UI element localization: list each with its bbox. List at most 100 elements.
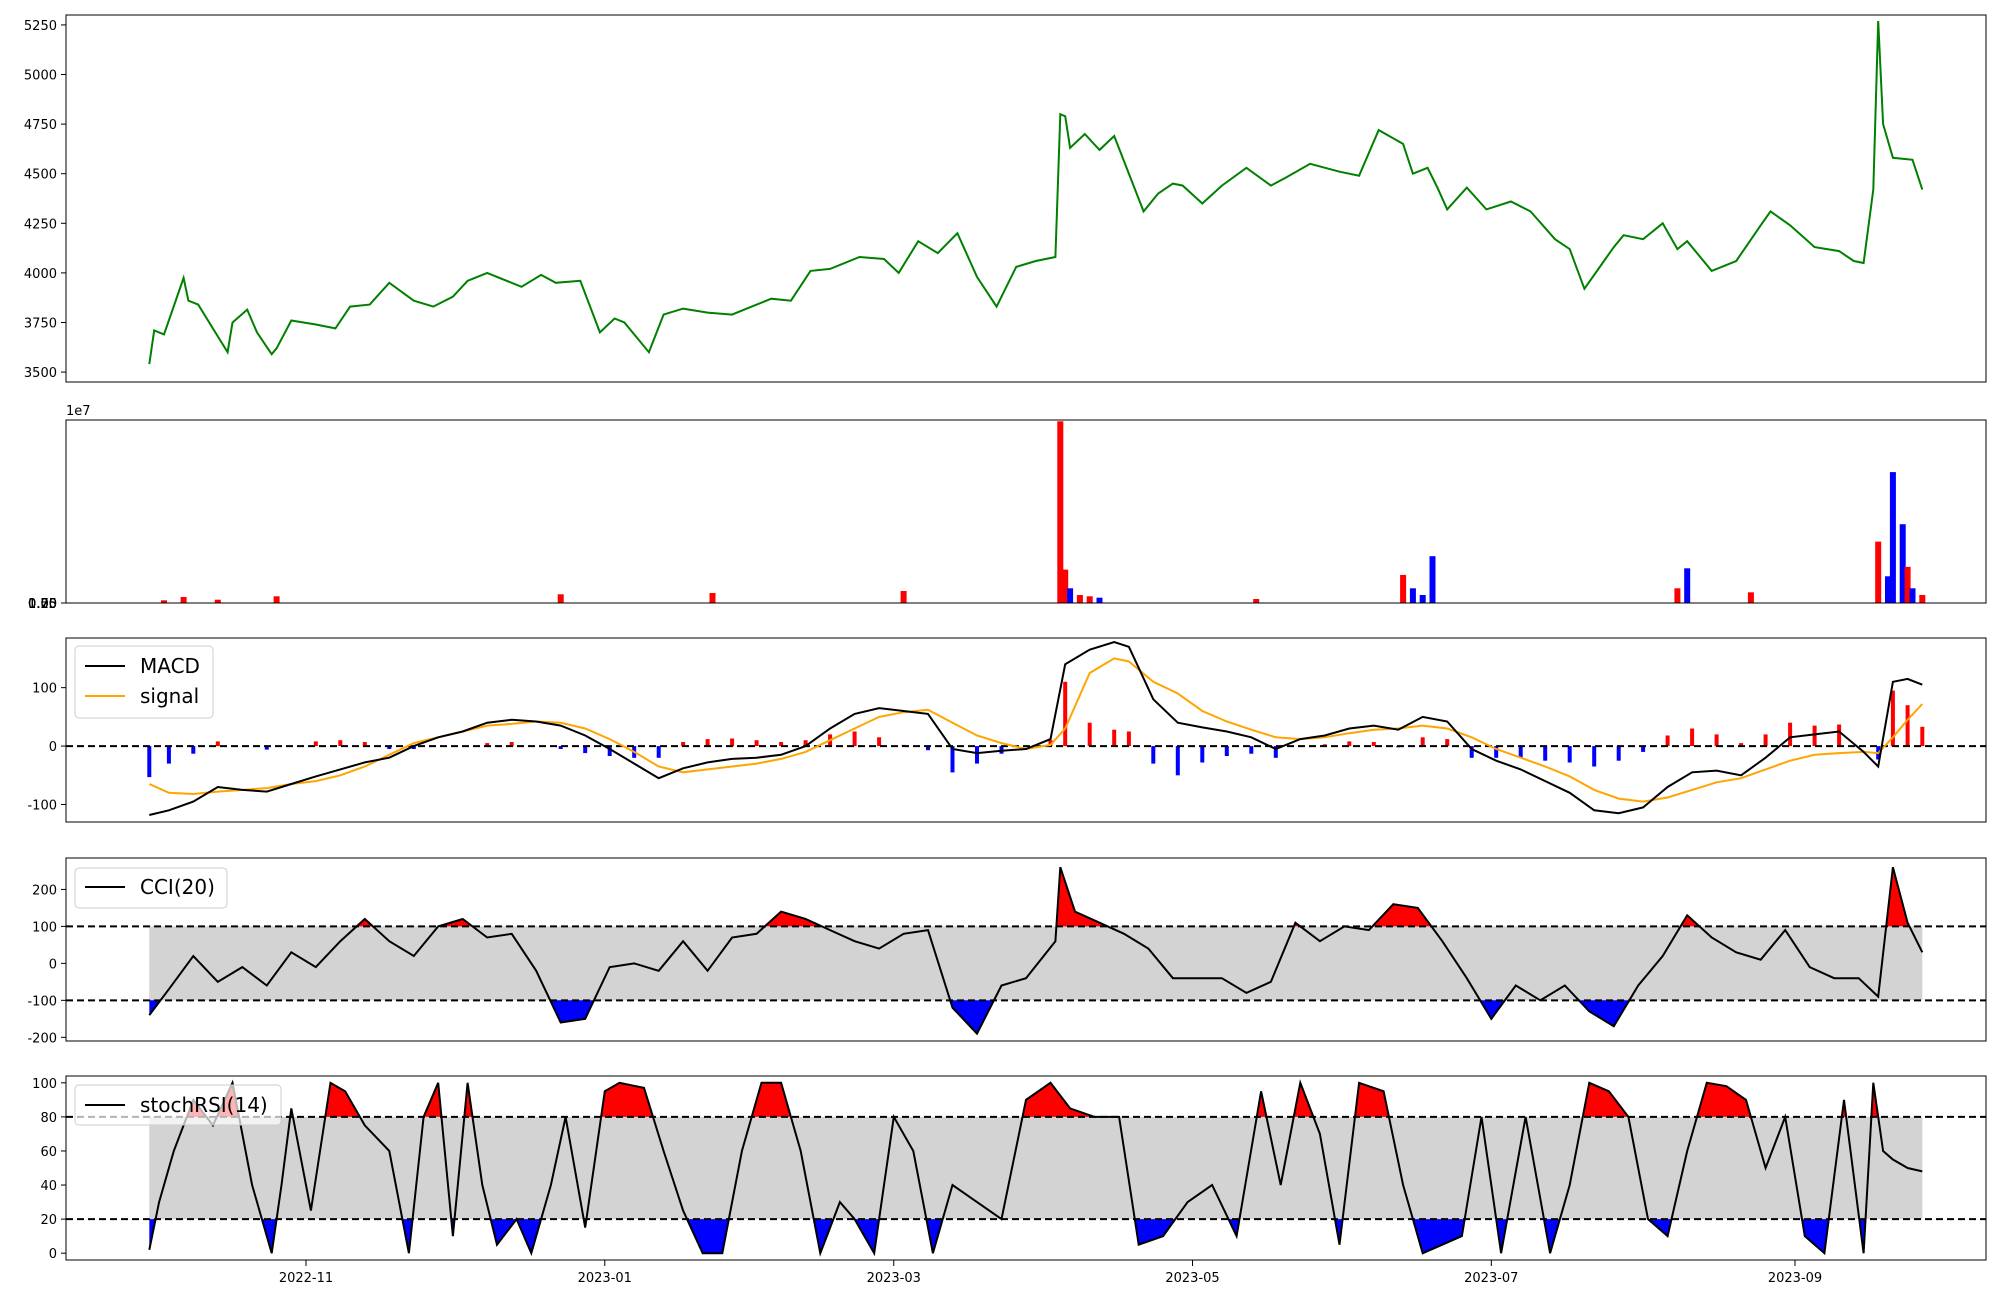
cci-panel: -200 -100 0 100 200 CCI(20) <box>27 857 1987 1046</box>
cci-frame <box>65 857 1987 1042</box>
volume-bar <box>273 596 280 603</box>
cci-y-tick-label: -100 <box>27 994 57 1009</box>
macd-line <box>149 641 1923 816</box>
cci-overbought-fill <box>764 911 822 927</box>
macd-histogram-bar <box>338 740 343 746</box>
cci-y-tick-label: 0 <box>49 957 57 972</box>
stochrsi-y-tick-label: 80 <box>40 1111 57 1126</box>
price-y-tick-label: 5250 <box>24 19 57 34</box>
macd-histogram-bar <box>681 742 686 747</box>
macd-histogram-bar <box>485 743 490 746</box>
volume-bar <box>1076 595 1083 603</box>
price-y-tick-label: 4000 <box>24 267 57 282</box>
macd-histogram-bar <box>191 746 196 754</box>
volume-bar <box>1062 569 1069 603</box>
volume-y-tick-label: 1.25 <box>28 597 57 612</box>
x-tick-label: 2023-03 <box>867 1271 921 1286</box>
volume-bar <box>1086 596 1093 603</box>
stochrsi-y-tick-label: 20 <box>40 1213 57 1228</box>
volume-y-tick-label: 0.75 <box>28 597 57 612</box>
stochrsi-y-axis: 0 20 40 60 80 100 <box>32 1077 66 1262</box>
macd-histogram-bar <box>1567 746 1572 763</box>
macd-histogram-bar <box>705 739 710 747</box>
macd-histogram-bar <box>1063 681 1068 747</box>
macd-histogram-bar <box>1920 726 1925 747</box>
stochrsi-neutral-band <box>149 1116 1923 1220</box>
macd-y-axis: -100 0 100 <box>27 682 66 813</box>
macd-histogram-bar <box>1739 743 1744 746</box>
cci-legend: CCI(20) <box>74 867 228 909</box>
volume-bar <box>1400 574 1407 603</box>
macd-histogram-bar <box>1175 746 1180 776</box>
macd-histogram-bar <box>730 738 735 747</box>
price-y-axis: 3500 3750 4000 4250 4500 4750 5000 5250 <box>24 19 66 381</box>
volume-y-tick-label: 0.25 <box>28 597 57 612</box>
macd-histogram-bar <box>1812 725 1817 746</box>
stochrsi-overbought-fill <box>1697 1082 1751 1117</box>
cci-overbought-fill <box>356 919 373 927</box>
volume-bar <box>180 597 187 603</box>
volume-bar <box>557 594 564 603</box>
volume-bar <box>161 600 167 603</box>
volume-bar <box>1875 541 1882 603</box>
volume-y-tick-label: 1.00 <box>28 597 57 612</box>
cci-y-tick-label: 100 <box>32 920 57 935</box>
x-tick-label: 2022-11 <box>279 1271 333 1286</box>
stochrsi-overbought-fill <box>751 1082 791 1117</box>
macd-histogram-bar <box>779 742 784 747</box>
cci-oversold-fill <box>950 1000 994 1034</box>
cci-overbought-fill <box>1372 904 1432 927</box>
volume-bar <box>1899 524 1906 603</box>
price-y-tick-label: 4500 <box>24 168 57 183</box>
macd-histogram-bar <box>313 741 318 747</box>
x-tick-label: 2023-05 <box>1165 1271 1219 1286</box>
volume-panel: 0.000.250.500.751.001.25 1e7 <box>28 404 1987 612</box>
macd-histogram-bar <box>362 742 367 747</box>
macd-histogram-bar <box>583 746 588 754</box>
stochrsi-oversold-fill <box>926 1219 943 1254</box>
macd-histogram-bar <box>975 746 979 764</box>
volume-bar <box>214 599 221 603</box>
x-tick-label: 2023-01 <box>578 1271 632 1286</box>
cci-oversold-fill <box>1480 1000 1505 1019</box>
price-frame <box>65 14 1987 383</box>
volume-y-axis: 0.000.250.500.751.001.25 <box>28 597 66 612</box>
cci-legend-box <box>74 867 228 909</box>
macd-histogram-bar <box>852 731 857 747</box>
macd-histogram-bar <box>147 746 152 778</box>
macd-histogram-bar <box>264 746 269 750</box>
stochrsi-line <box>148 1079 1923 1257</box>
macd-histogram-bar <box>1665 735 1670 746</box>
volume-frame <box>65 419 1987 604</box>
volume-bar <box>1684 568 1691 603</box>
macd-histogram-bar <box>1690 728 1695 746</box>
volume-bar <box>1889 472 1896 603</box>
macd-histogram-bar <box>1641 746 1646 752</box>
volume-offset-label: 1e7 <box>66 404 91 419</box>
volume-bar <box>1419 595 1426 603</box>
volume-bar <box>1904 566 1911 603</box>
stochrsi-oversold-fill <box>1802 1219 1829 1254</box>
volume-bar <box>1067 588 1074 603</box>
cci-overbought-fill <box>1056 867 1108 927</box>
volume-bar <box>1919 595 1926 603</box>
cci-legend-label: CCI(20) <box>140 875 215 899</box>
x-tick-label: 2023-07 <box>1464 1271 1518 1286</box>
stochrsi-oversold-fill <box>854 1219 880 1254</box>
macd-histogram-bar <box>1616 746 1621 761</box>
stochrsi-legend-box <box>74 1084 282 1126</box>
cci-plot-area <box>65 857 1987 1042</box>
volume-y-tick-label: 0.50 <box>28 597 57 612</box>
macd-frame <box>65 637 1987 823</box>
macd-y-tick-label: -100 <box>27 798 57 813</box>
volume-bar <box>1096 597 1103 603</box>
stochrsi-oversold-fill <box>490 1219 517 1245</box>
macd-plot-area <box>65 637 1987 823</box>
macd-histogram-bar <box>1592 746 1597 767</box>
macd-histogram-bar <box>1905 705 1910 747</box>
macd-histogram-bar <box>1543 746 1548 761</box>
macd-histogram-bar <box>1151 746 1156 764</box>
macd-histogram-bar <box>1469 746 1474 758</box>
price-y-tick-label: 3500 <box>24 366 57 381</box>
macd-histogram-bar <box>1763 734 1768 747</box>
